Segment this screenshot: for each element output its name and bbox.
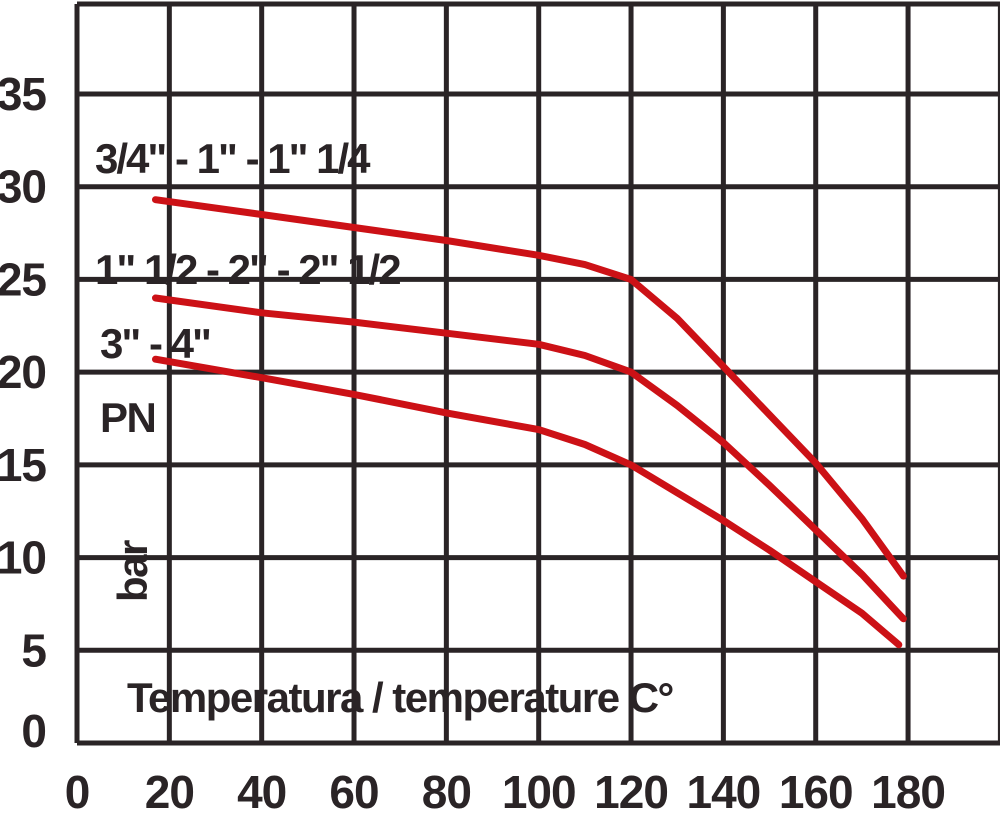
x-tick-label: 100 xyxy=(502,766,576,813)
x-tick-label: 80 xyxy=(422,766,471,813)
x-tick-label: 0 xyxy=(65,766,90,813)
y-axis-label-bar: bar xyxy=(109,540,156,602)
x-tick-label: 160 xyxy=(779,766,853,813)
y-tick-label: 30 xyxy=(0,161,46,213)
x-tick-label: 40 xyxy=(237,766,286,813)
y-tick-label: 35 xyxy=(0,68,46,120)
curve-label-large-sizes: 3" - 4" xyxy=(100,320,210,367)
tick-layer: 0 20 40 60 80 100 120 140 160 180 0 5 10 15 20 25 30 35 xyxy=(0,68,946,813)
y-tick-label: 0 xyxy=(21,705,46,757)
x-tick-label: 20 xyxy=(145,766,194,813)
x-tick-label: 140 xyxy=(687,766,761,813)
curve-label-medium-sizes: 1" 1/2 - 2" - 2" 1/2 xyxy=(95,246,400,293)
y-tick-label: 25 xyxy=(0,253,46,305)
y-tick-label: 5 xyxy=(21,624,46,676)
x-tick-label: 180 xyxy=(871,766,945,813)
y-axis-label-pn: PN xyxy=(100,394,155,441)
grid-layer xyxy=(74,1,1000,746)
y-tick-label: 20 xyxy=(0,346,46,398)
pressure-curve-series-2 xyxy=(152,294,907,623)
curve-label-small-sizes: 3/4" - 1" - 1" 1/4 xyxy=(95,135,371,182)
pressure-curve-series-1 xyxy=(152,196,907,580)
x-tick-label: 120 xyxy=(594,766,668,813)
curve-layer xyxy=(152,196,907,649)
pressure-curve-series-3 xyxy=(152,355,903,649)
x-tick-label: 60 xyxy=(329,766,378,813)
y-tick-label: 15 xyxy=(0,439,46,491)
x-axis-label-temperature: Temperatura / temperature C° xyxy=(127,674,673,721)
y-tick-label: 10 xyxy=(0,532,46,584)
